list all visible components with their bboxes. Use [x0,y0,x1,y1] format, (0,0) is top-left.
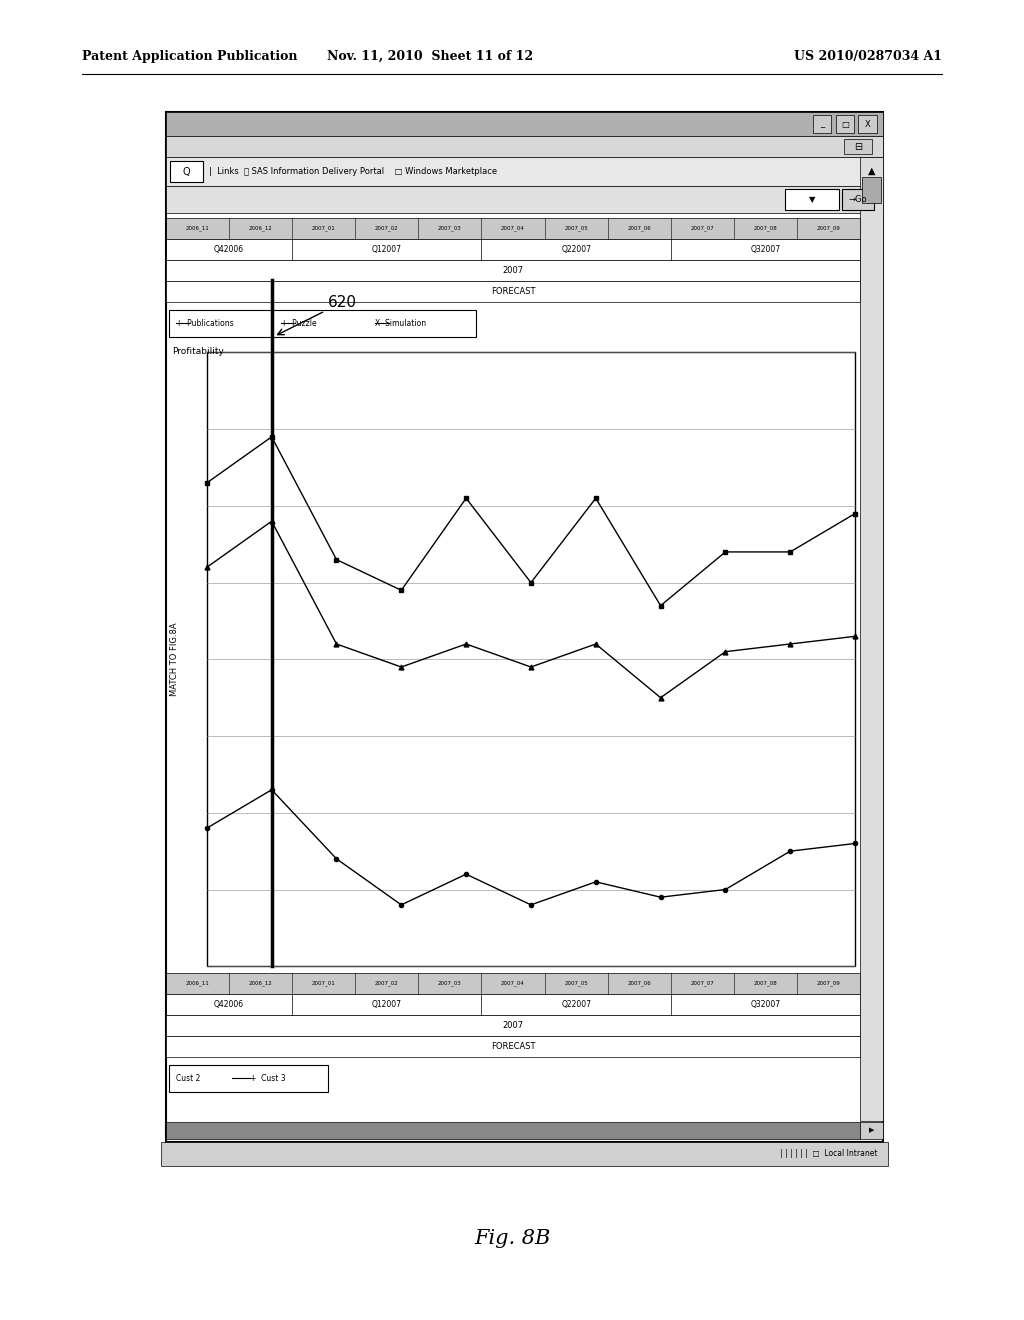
Text: ▶: ▶ [868,1127,874,1134]
Text: 2007_03: 2007_03 [438,226,462,231]
Text: 2007: 2007 [503,1022,523,1030]
FancyBboxPatch shape [860,157,883,1121]
FancyBboxPatch shape [862,177,881,203]
Text: 2007_06: 2007_06 [628,226,651,231]
Text: 2007_08: 2007_08 [754,981,777,986]
Text: +  Cust 3: + Cust 3 [250,1074,286,1082]
Text: 2007_09: 2007_09 [817,981,841,986]
FancyBboxPatch shape [166,112,883,136]
Text: ⊟: ⊟ [854,141,862,152]
FancyBboxPatch shape [166,186,883,213]
FancyBboxPatch shape [166,239,860,260]
FancyBboxPatch shape [858,115,877,133]
Text: Q12007: Q12007 [372,1001,401,1008]
Text: ▲: ▲ [867,165,876,176]
Text: Q22007: Q22007 [561,1001,591,1008]
Text: Q12007: Q12007 [372,246,401,253]
Text: Fig. 8B: Fig. 8B [474,1229,550,1247]
FancyBboxPatch shape [166,218,860,239]
Text: Q42006: Q42006 [214,246,244,253]
Text: 2007_02: 2007_02 [375,981,398,986]
FancyBboxPatch shape [169,1065,328,1092]
FancyBboxPatch shape [860,1122,883,1139]
Text: FORECAST: FORECAST [490,1043,536,1051]
Text: 2007_03: 2007_03 [438,981,462,986]
Text: 2006_11: 2006_11 [185,226,209,231]
Text: Q32007: Q32007 [751,1001,780,1008]
Text: 2007_08: 2007_08 [754,226,777,231]
Text: ▼: ▼ [809,195,815,203]
Text: Q: Q [182,166,190,177]
Text: FORECAST: FORECAST [490,288,536,296]
FancyBboxPatch shape [166,136,883,157]
Text: 2007_06: 2007_06 [628,981,651,986]
Text: 2007_04: 2007_04 [501,226,525,231]
FancyBboxPatch shape [161,1142,888,1166]
Text: 2006_11: 2006_11 [185,981,209,986]
Text: US 2010/0287034 A1: US 2010/0287034 A1 [794,50,942,63]
Text: 2007_07: 2007_07 [690,226,715,231]
Text: Q42006: Q42006 [214,1001,244,1008]
FancyBboxPatch shape [844,139,872,154]
FancyBboxPatch shape [207,352,855,966]
Text: Profitability: Profitability [172,347,224,356]
Text: 2006_12: 2006_12 [249,981,272,986]
Text: | | | | | |  □  Local Intranet: | | | | | | □ Local Intranet [780,1150,878,1158]
Text: Cust 2: Cust 2 [176,1074,201,1082]
FancyBboxPatch shape [166,260,860,281]
Text: Nov. 11, 2010  Sheet 11 of 12: Nov. 11, 2010 Sheet 11 of 12 [327,50,534,63]
Text: 2007_01: 2007_01 [311,226,336,231]
Text: _: _ [820,120,824,128]
Text: 2007_05: 2007_05 [564,226,588,231]
Text: MATCH TO FIG.8A: MATCH TO FIG.8A [170,623,178,696]
Text: Patent Application Publication: Patent Application Publication [82,50,297,63]
FancyBboxPatch shape [166,973,860,994]
FancyBboxPatch shape [170,161,203,182]
Text: □: □ [841,120,849,128]
Text: Q32007: Q32007 [751,246,780,253]
Text: 620: 620 [278,294,357,335]
Text: |  Links  ⓘ SAS Information Delivery Portal    □ Windows Marketplace: | Links ⓘ SAS Information Delivery Porta… [209,168,497,176]
FancyBboxPatch shape [166,1122,860,1139]
Text: X: X [864,120,870,128]
Text: 2007_05: 2007_05 [564,981,588,986]
Text: 2007_09: 2007_09 [817,226,841,231]
Text: +  Puzzle: + Puzzle [281,319,316,327]
FancyBboxPatch shape [836,115,854,133]
Text: 2007: 2007 [503,267,523,275]
FancyBboxPatch shape [166,157,883,186]
FancyBboxPatch shape [166,1015,860,1036]
Text: X  Simulation: X Simulation [375,319,426,327]
Text: Q22007: Q22007 [561,246,591,253]
FancyBboxPatch shape [166,1036,860,1057]
FancyBboxPatch shape [813,115,831,133]
Text: 2007_04: 2007_04 [501,981,525,986]
FancyBboxPatch shape [166,112,883,1142]
Text: +  Publications: + Publications [176,319,233,327]
Text: 2006_12: 2006_12 [249,226,272,231]
FancyBboxPatch shape [166,281,860,302]
Text: 2007_02: 2007_02 [375,226,398,231]
FancyBboxPatch shape [842,189,874,210]
Text: 2007_01: 2007_01 [311,981,336,986]
FancyBboxPatch shape [785,189,839,210]
FancyBboxPatch shape [166,994,860,1015]
FancyBboxPatch shape [169,310,476,337]
Text: →Go: →Go [849,195,867,203]
Text: 2007_07: 2007_07 [690,981,715,986]
